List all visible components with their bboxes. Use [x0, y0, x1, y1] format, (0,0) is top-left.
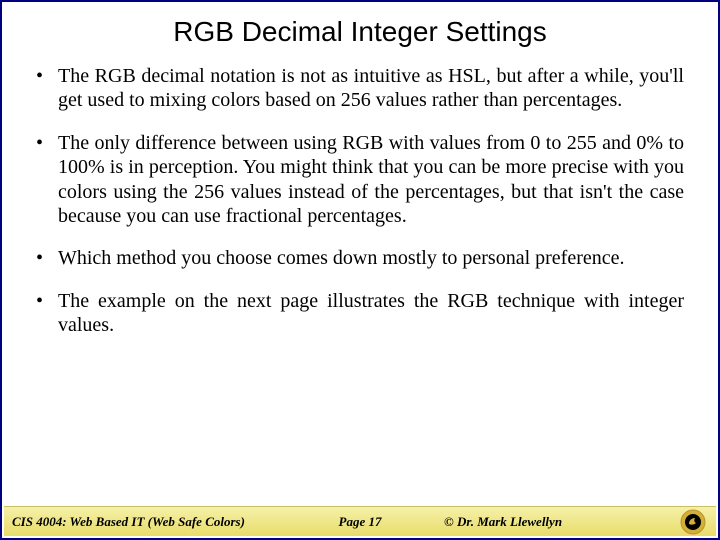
list-item: The only difference between using RGB wi…: [36, 131, 684, 229]
slide-container: RGB Decimal Integer Settings The RGB dec…: [0, 0, 720, 540]
footer-course-label: CIS 4004: Web Based IT (Web Safe Colors): [4, 514, 245, 530]
list-item: The RGB decimal notation is not as intui…: [36, 64, 684, 113]
ucf-pegasus-icon: [680, 509, 706, 535]
list-item: The example on the next page illustrates…: [36, 289, 684, 338]
bullet-list: The RGB decimal notation is not as intui…: [36, 64, 684, 338]
slide-footer: CIS 4004: Web Based IT (Web Safe Colors)…: [4, 506, 716, 536]
slide-title: RGB Decimal Integer Settings: [2, 2, 718, 58]
list-item: Which method you choose comes down mostl…: [36, 246, 684, 270]
footer-author: © Dr. Mark Llewellyn: [444, 514, 562, 530]
footer-page-number: Page 17: [339, 514, 382, 530]
slide-content: The RGB decimal notation is not as intui…: [2, 58, 718, 338]
